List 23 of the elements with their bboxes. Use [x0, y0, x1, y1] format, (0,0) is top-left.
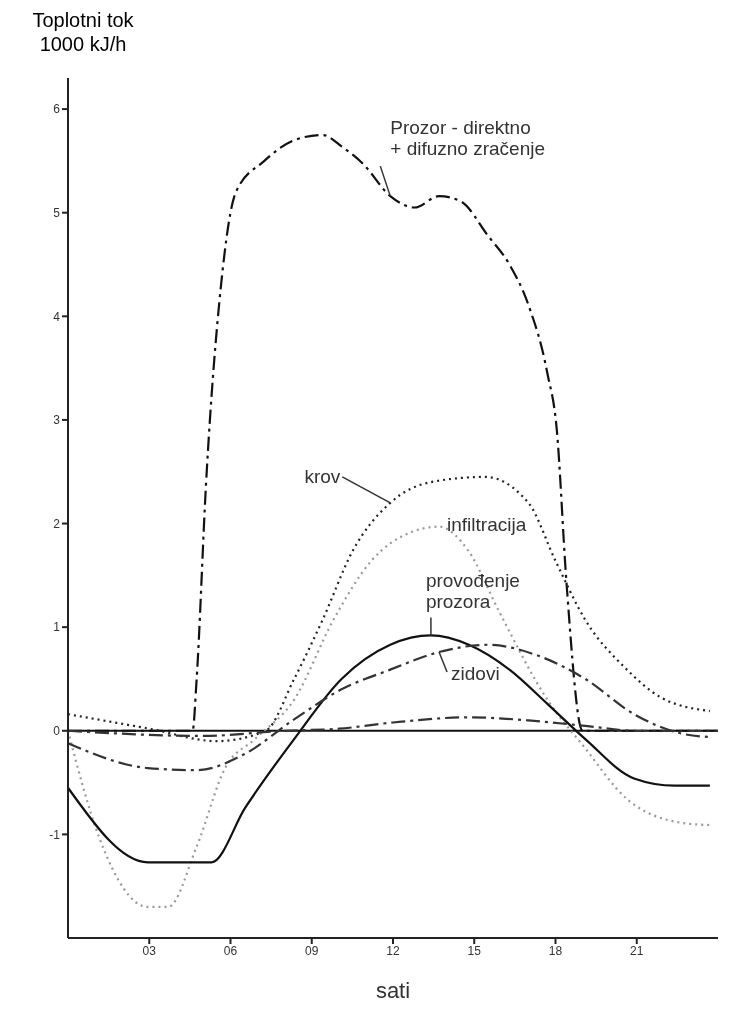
x-axis-title: sati — [375, 978, 411, 1003]
x-tick-label: 03 — [142, 943, 157, 958]
series-label: provođenje prozora — [425, 570, 520, 613]
series-label: infiltracija — [447, 513, 527, 535]
y-tick-label: -1 — [49, 827, 61, 842]
x-tick-label: 12 — [386, 943, 400, 958]
legend-label: zidovi — [451, 663, 500, 685]
y-tick-label: 6 — [53, 102, 61, 117]
y-axis-title: Toplotni tok 1000 kJ/h — [31, 8, 135, 57]
y-tick-label: 1 — [53, 620, 61, 635]
x-tick-label: 21 — [630, 943, 644, 958]
x-tick-label: 06 — [223, 943, 238, 958]
x-tick-label: 09 — [305, 943, 319, 958]
x-tick-label: 18 — [548, 943, 563, 958]
y-tick-label: 5 — [53, 205, 61, 220]
series-label: Prozor - direktno + difuzno zračenje — [390, 117, 546, 160]
text: krov — [304, 465, 341, 487]
line-series — [68, 634, 711, 864]
y-tick-label: 3 — [53, 413, 61, 428]
y-tick-label: 2 — [53, 516, 61, 531]
x-tick-label: 15 — [467, 943, 482, 958]
y-tick-label: 4 — [53, 309, 61, 324]
y-tick-label: 0 — [53, 724, 61, 739]
